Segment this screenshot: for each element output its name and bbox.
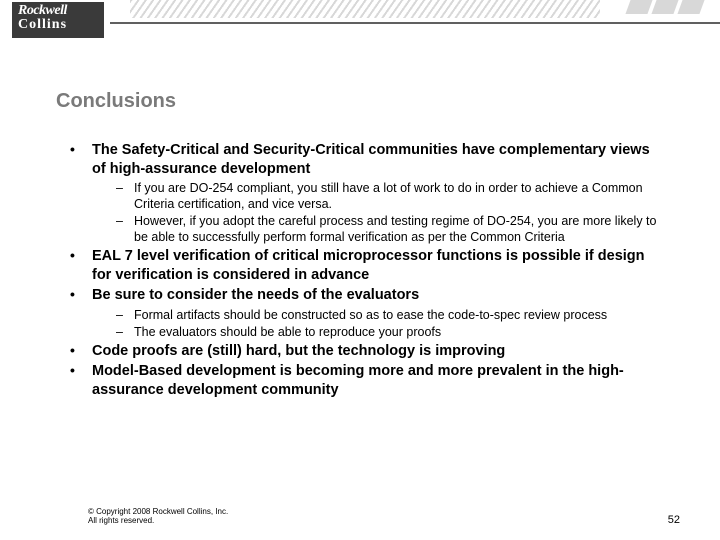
bullet-text: The Safety-Critical and Security-Critica… bbox=[92, 142, 650, 177]
bullet-text: Be sure to consider the needs of the eva… bbox=[92, 287, 419, 303]
bullet-item: Model-Based development is becoming more… bbox=[76, 362, 664, 399]
slide-title: Conclusions bbox=[56, 90, 664, 113]
sub-bullet-list: Formal artifacts should be constructed s… bbox=[92, 307, 664, 340]
header-divider-line bbox=[110, 22, 720, 24]
logo-top-text: Rockwell bbox=[18, 4, 98, 18]
logo-bottom-text: Collins bbox=[18, 18, 98, 32]
slide-content: Conclusions The Safety-Critical and Secu… bbox=[0, 42, 720, 399]
bullet-item: Be sure to consider the needs of the eva… bbox=[76, 286, 664, 340]
bullet-item: EAL 7 level verification of critical mic… bbox=[76, 247, 664, 284]
copyright-line: © Copyright 2008 Rockwell Collins, Inc. bbox=[88, 507, 228, 517]
bullet-text: Code proofs are (still) hard, but the te… bbox=[92, 343, 505, 359]
sub-bullet-item: The evaluators should be able to reprodu… bbox=[120, 324, 664, 340]
rights-line: All rights reserved. bbox=[88, 516, 228, 526]
page-number: 52 bbox=[668, 514, 680, 526]
header-stripe-pattern bbox=[130, 0, 600, 18]
slide-header: Rockwell Collins bbox=[0, 0, 720, 42]
sub-bullet-item: If you are DO-254 compliant, you still h… bbox=[120, 180, 664, 212]
bullet-text: EAL 7 level verification of critical mic… bbox=[92, 248, 645, 283]
header-accent-blocks bbox=[628, 0, 702, 14]
sub-bullet-item: Formal artifacts should be constructed s… bbox=[120, 307, 664, 323]
bullet-text: Model-Based development is becoming more… bbox=[92, 363, 624, 398]
bullet-item: The Safety-Critical and Security-Critica… bbox=[76, 141, 664, 245]
bullet-item: Code proofs are (still) hard, but the te… bbox=[76, 342, 664, 361]
footer-copyright: © Copyright 2008 Rockwell Collins, Inc. … bbox=[88, 507, 228, 526]
slide-footer: © Copyright 2008 Rockwell Collins, Inc. … bbox=[88, 507, 680, 526]
sub-bullet-list: If you are DO-254 compliant, you still h… bbox=[92, 180, 664, 245]
sub-bullet-item: However, if you adopt the careful proces… bbox=[120, 213, 664, 245]
bullet-list: The Safety-Critical and Security-Critica… bbox=[56, 141, 664, 399]
company-logo: Rockwell Collins bbox=[12, 2, 104, 38]
